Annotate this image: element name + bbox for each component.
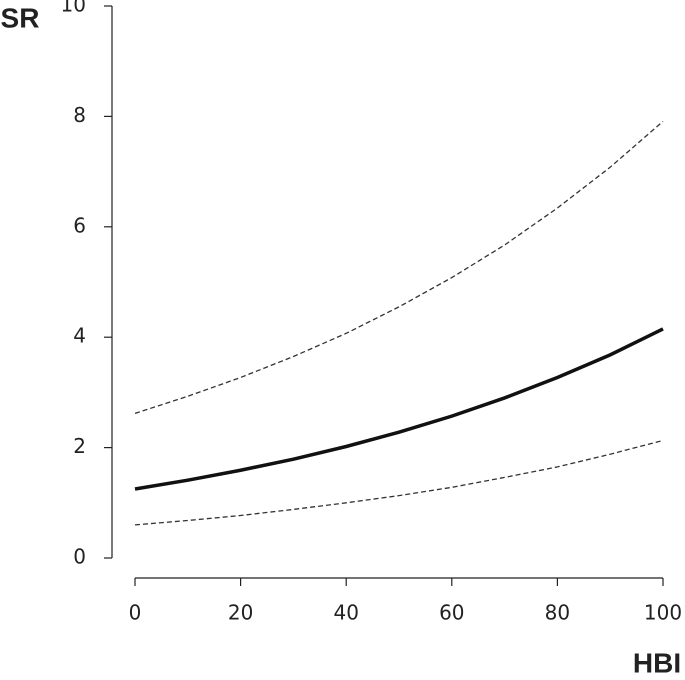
x-axis-title: HBI <box>633 647 681 678</box>
fit-line <box>134 327 664 491</box>
y-tick-label: 10 <box>61 0 86 17</box>
x-tick-label: 80 <box>545 601 570 625</box>
x-tick-label: 100 <box>644 601 682 625</box>
y-tick-label: 6 <box>73 213 86 237</box>
bound-line <box>134 439 664 526</box>
y-tick-label: 2 <box>73 434 86 458</box>
y-tick-label: 0 <box>73 545 86 569</box>
x-tick-label: 40 <box>333 601 358 625</box>
y-tick-label: 8 <box>73 103 86 127</box>
bound-line <box>134 120 664 414</box>
x-tick-label: 60 <box>439 601 464 625</box>
x-tick-label: 20 <box>228 601 253 625</box>
y-axis-title: SR <box>1 2 40 33</box>
y-tick-label: 4 <box>73 324 86 348</box>
x-tick-label: 0 <box>129 601 142 625</box>
